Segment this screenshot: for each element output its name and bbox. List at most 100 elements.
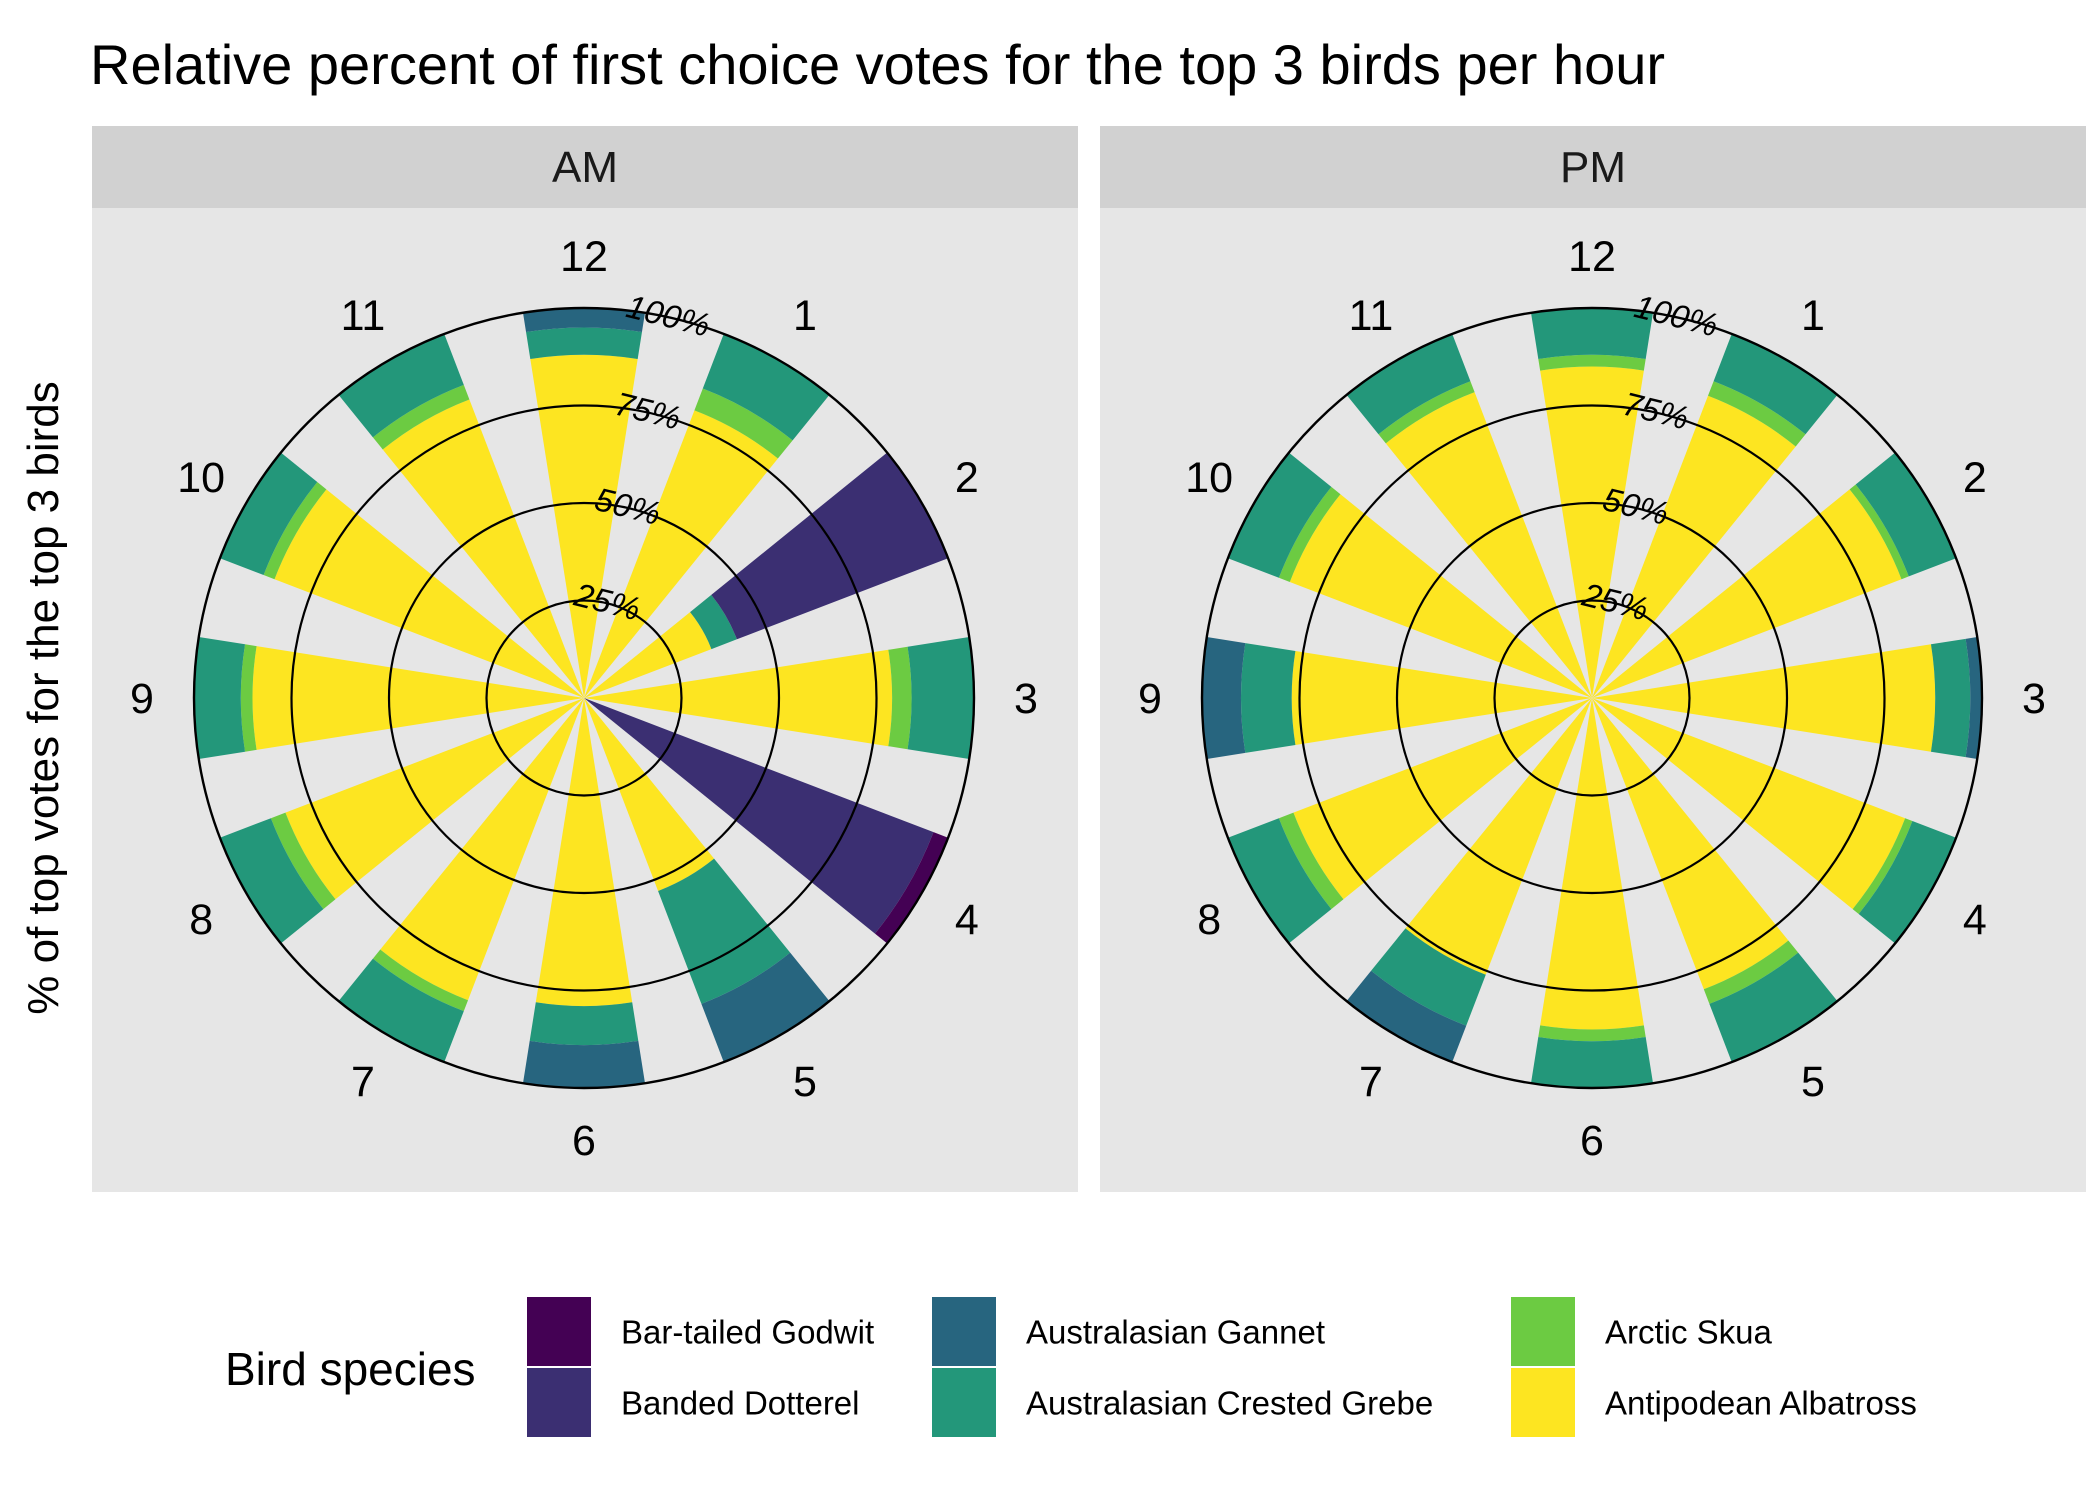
bar-segment-hour-11-arctic-skua xyxy=(372,384,470,450)
facet-strip-label: PM xyxy=(1560,143,1626,192)
bar-segment-hour-7-australasian-crested-grebe xyxy=(1371,928,1486,1026)
bar-segment-hour-12-australasian-crested-grebe xyxy=(1530,307,1654,360)
bar-segment-hour-12-antipodean-albatross xyxy=(1540,366,1644,698)
hour-label-3: 3 xyxy=(2022,675,2046,723)
grid-ring-25 xyxy=(485,599,683,797)
hour-label-5: 5 xyxy=(793,1058,817,1106)
bar-segment-hour-10-australasian-crested-grebe xyxy=(1227,452,1332,578)
hour-label-1: 1 xyxy=(1801,292,1825,340)
bar-segment-hour-6-arctic-skua xyxy=(1538,1025,1646,1042)
hour-label-8: 8 xyxy=(189,896,213,944)
legend-key xyxy=(932,1368,996,1437)
bar-segment-hour-6-australasian-gannet xyxy=(522,1040,646,1089)
bar-segment-hour-1-antipodean-albatross xyxy=(584,410,778,698)
hour-label-6: 6 xyxy=(572,1117,596,1165)
bar-segment-hour-8-arctic-skua xyxy=(270,812,336,910)
bar-segment-hour-3-australasian-crested-grebe xyxy=(1930,638,1971,758)
bar-segment-hour-9-australasian-gannet xyxy=(1201,636,1246,760)
bar-segment-hour-7-australasian-crested-grebe xyxy=(338,958,464,1063)
hour-label-9: 9 xyxy=(130,675,154,723)
bar-segment-hour-5-australasian-gannet xyxy=(701,952,830,1063)
bar-segment-hour-3-arctic-skua xyxy=(888,646,912,750)
legend-label: Australasian Crested Grebe xyxy=(1026,1385,1433,1422)
outer-ring xyxy=(1200,306,1984,1090)
bar-segment-hour-10-antipodean-albatross xyxy=(1289,494,1592,698)
bar-segment-hour-4-banded-dotterel xyxy=(584,698,934,934)
bar-segment-hour-8-australasian-crested-grebe xyxy=(219,818,324,944)
bar-segment-hour-3-antipodean-albatross xyxy=(1592,644,1936,752)
bar-segment-hour-4-bar-tailed-godwit xyxy=(874,832,949,944)
bar-segment-hour-6-australasian-crested-grebe xyxy=(1530,1036,1654,1089)
bar-segment-hour-7-antipodean-albatross xyxy=(380,698,584,1001)
grid-ring-50 xyxy=(387,501,781,895)
bars xyxy=(193,307,975,1089)
bar-segment-hour-2-australasian-crested-grebe xyxy=(690,594,737,650)
bar-segment-hour-5-antipodean-albatross xyxy=(584,698,715,891)
bar-segment-hour-1-arctic-skua xyxy=(1708,381,1806,447)
bar-segment-hour-11-antipodean-albatross xyxy=(1385,392,1592,698)
legend-entry-antipodean-albatross: Antipodean Albatross xyxy=(1511,1368,1917,1437)
bar-segment-hour-12-arctic-skua xyxy=(1538,354,1646,371)
facet-strip xyxy=(92,126,1078,208)
legend-label: Banded Dotterel xyxy=(621,1385,860,1422)
grid-ring-75 xyxy=(290,404,878,992)
bar-segment-hour-7-arctic-skua xyxy=(372,949,468,1012)
grid-ring-50 xyxy=(1395,501,1789,895)
legend-label: Australasian Gannet xyxy=(1026,1314,1325,1351)
hour-label-12: 12 xyxy=(1568,233,1616,281)
facet-strip-label: AM xyxy=(552,143,618,192)
bar-segment-hour-8-antipodean-albatross xyxy=(285,698,584,900)
legend-entry-australasian-gannet: Australasian Gannet xyxy=(932,1297,1325,1366)
bar-segment-hour-10-australasian-crested-grebe xyxy=(219,452,318,576)
grid-ring-75 xyxy=(1298,404,1886,992)
bar-segment-hour-2-banded-dotterel xyxy=(711,452,949,640)
bar-segment-hour-12-australasian-gannet xyxy=(522,307,646,333)
legend-key xyxy=(1511,1368,1575,1437)
bar-segment-hour-8-australasian-crested-grebe xyxy=(1227,818,1332,944)
legend-title: Bird species xyxy=(225,1343,476,1395)
legend-entry-banded-dotterel: Banded Dotterel xyxy=(527,1368,860,1437)
hour-label-11: 11 xyxy=(341,292,386,340)
facet-panels: AM25%50%75%100%121234567891011PM25%50%75… xyxy=(92,126,2086,1192)
bar-segment-hour-3-antipodean-albatross xyxy=(584,649,893,747)
legend-label: Bar-tailed Godwit xyxy=(621,1314,874,1351)
hour-label-10: 10 xyxy=(1185,454,1233,502)
bar-segment-hour-5-australasian-crested-grebe xyxy=(1709,952,1838,1063)
legend-items: Bar-tailed Godwit Banded Dotterel Australa… xyxy=(527,1297,1917,1437)
legend-entry-australasian-crested-grebe: Australasian Crested Grebe xyxy=(932,1368,1433,1437)
bar-segment-hour-5-arctic-skua xyxy=(1703,940,1799,1004)
hour-label-11: 11 xyxy=(1349,292,1394,340)
bar-segment-hour-3-australasian-gannet xyxy=(1965,636,1983,760)
hour-label-3: 3 xyxy=(1014,675,1038,723)
hour-label-7: 7 xyxy=(351,1058,375,1106)
bar-segment-hour-1-arctic-skua xyxy=(694,388,793,459)
legend-key xyxy=(527,1368,591,1437)
bar-segment-hour-2-antipodean-albatross xyxy=(1592,489,1902,698)
bar-segment-hour-10-antipodean-albatross xyxy=(274,489,584,698)
bars xyxy=(1201,307,1983,1089)
bar-segment-hour-1-australasian-crested-grebe xyxy=(702,333,830,441)
bar-segment-hour-4-australasian-crested-grebe xyxy=(1858,820,1957,944)
hour-label-2: 2 xyxy=(955,454,979,502)
bar-segment-hour-2-antipodean-albatross xyxy=(584,612,712,698)
bar-segment-hour-11-antipodean-albatross xyxy=(382,399,584,698)
hour-label-9: 9 xyxy=(1138,675,1162,723)
legend-label: Antipodean Albatross xyxy=(1605,1385,1917,1422)
bar-segment-hour-12-antipodean-albatross xyxy=(530,354,638,698)
bar-segment-hour-9-arctic-skua xyxy=(240,644,257,752)
bar-segment-hour-12-australasian-crested-grebe xyxy=(526,327,642,360)
bar-segment-hour-9-antipodean-albatross xyxy=(1291,651,1592,745)
bar-segment-hour-6-antipodean-albatross xyxy=(535,698,633,1007)
hour-label-6: 6 xyxy=(1580,1117,1604,1165)
legend-key xyxy=(527,1297,591,1366)
bar-segment-hour-9-australasian-crested-grebe xyxy=(193,636,246,760)
bar-segment-hour-4-arctic-skua xyxy=(1852,818,1913,914)
hour-label-4: 4 xyxy=(1963,896,1987,944)
hour-label-2: 2 xyxy=(1963,454,1987,502)
bar-segment-hour-7-australasian-gannet xyxy=(1346,970,1467,1063)
legend-key xyxy=(1511,1297,1575,1366)
hour-label-10: 10 xyxy=(177,454,225,502)
bar-segment-hour-6-antipodean-albatross xyxy=(1540,698,1644,1030)
